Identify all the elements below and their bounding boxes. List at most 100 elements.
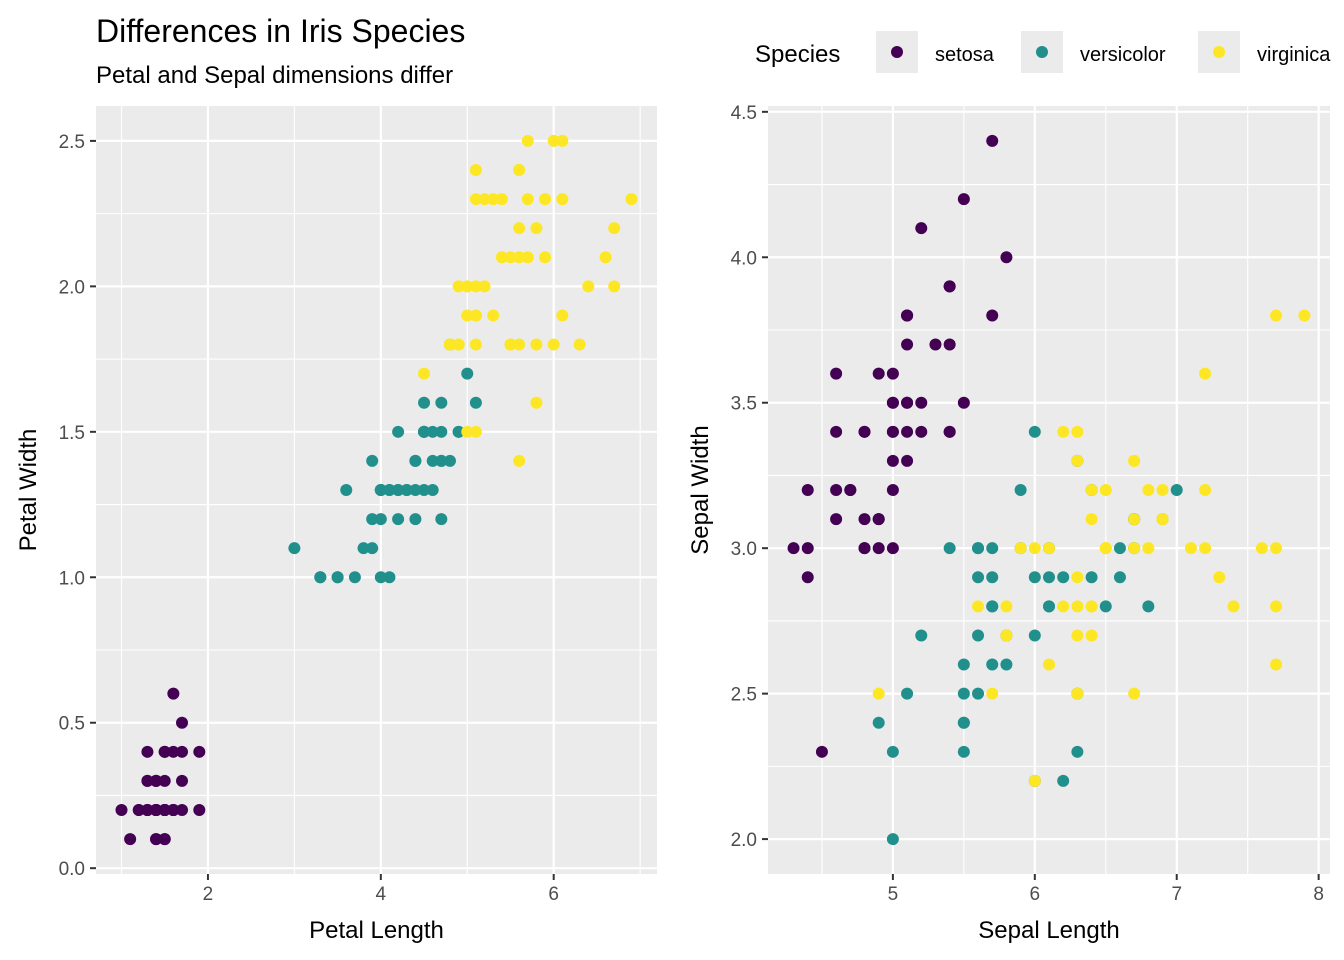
data-point-setosa bbox=[115, 804, 128, 816]
x-axis-title: Petal Length bbox=[309, 917, 444, 944]
data-point-virginica bbox=[1199, 484, 1212, 496]
data-point-setosa bbox=[901, 425, 914, 438]
data-point-versicolor bbox=[435, 513, 448, 526]
series-versicolor bbox=[288, 338, 482, 584]
data-point-versicolor bbox=[957, 658, 970, 671]
data-point-virginica bbox=[469, 164, 482, 176]
data-point-setosa bbox=[929, 338, 942, 351]
data-point-virginica bbox=[1142, 484, 1155, 496]
data-point-setosa bbox=[150, 833, 163, 846]
data-point-virginica bbox=[556, 309, 569, 322]
legend-title: Species bbox=[755, 41, 840, 68]
data-point-setosa bbox=[901, 309, 914, 322]
data-point-setosa bbox=[787, 542, 800, 555]
y-tick-label: 2.0 bbox=[59, 277, 85, 298]
data-point-versicolor bbox=[443, 454, 456, 467]
data-point-virginica bbox=[513, 338, 526, 351]
data-point-virginica bbox=[1028, 542, 1041, 555]
data-point-versicolor bbox=[374, 484, 387, 496]
data-point-virginica bbox=[1057, 425, 1070, 438]
data-point-virginica bbox=[1156, 513, 1169, 526]
legend-label-setosa: setosa bbox=[935, 44, 995, 66]
data-point-setosa bbox=[193, 745, 206, 758]
legend-label-virginica: virginica bbox=[1257, 44, 1331, 66]
data-point-virginica bbox=[461, 280, 474, 293]
y-tick-label: 3.5 bbox=[731, 394, 757, 415]
data-point-setosa bbox=[141, 774, 154, 787]
data-point-setosa bbox=[176, 804, 189, 816]
x-tick-label: 4 bbox=[376, 884, 387, 905]
data-point-virginica bbox=[1071, 687, 1084, 700]
data-point-virginica bbox=[1085, 629, 1098, 642]
data-point-virginica bbox=[1128, 542, 1141, 555]
data-point-virginica bbox=[1213, 571, 1226, 584]
data-point-virginica bbox=[547, 338, 560, 351]
data-point-versicolor bbox=[435, 425, 448, 438]
data-point-versicolor bbox=[1028, 629, 1041, 642]
data-point-versicolor bbox=[1043, 600, 1055, 613]
panel-2: 5 6 7 8 2.0 2.5 3.0 3.5 4.0 4.5 Sepal Length Sepal … bbox=[687, 103, 1330, 944]
data-point-setosa bbox=[915, 425, 928, 438]
x-tick-label: 5 bbox=[888, 884, 899, 905]
data-point-versicolor bbox=[366, 513, 379, 526]
data-point-virginica bbox=[521, 251, 534, 264]
data-point-setosa bbox=[158, 804, 171, 816]
data-point-setosa bbox=[943, 338, 956, 351]
data-point-virginica bbox=[539, 193, 552, 206]
data-point-versicolor bbox=[288, 542, 301, 555]
data-point-virginica bbox=[1255, 542, 1268, 555]
data-point-virginica bbox=[1156, 484, 1169, 496]
data-point-versicolor bbox=[1085, 571, 1098, 584]
data-point-setosa bbox=[158, 833, 171, 846]
data-point-virginica bbox=[513, 222, 526, 235]
data-point-setosa bbox=[858, 513, 871, 526]
data-point-setosa bbox=[872, 367, 885, 380]
data-point-versicolor bbox=[1057, 774, 1070, 787]
data-point-virginica bbox=[521, 193, 534, 206]
data-point-setosa bbox=[141, 745, 154, 758]
data-point-virginica bbox=[478, 193, 491, 206]
data-point-versicolor bbox=[374, 571, 387, 584]
data-point-versicolor bbox=[1000, 658, 1013, 671]
y-tick-label: 1.5 bbox=[59, 423, 85, 444]
data-point-setosa bbox=[858, 542, 871, 555]
data-point-versicolor bbox=[1099, 600, 1112, 613]
data-point-setosa bbox=[1000, 251, 1013, 264]
data-point-setosa bbox=[176, 774, 189, 787]
data-point-virginica bbox=[539, 251, 552, 264]
data-point-setosa bbox=[193, 804, 206, 816]
data-point-setosa bbox=[801, 484, 814, 496]
data-point-virginica bbox=[530, 338, 543, 351]
data-point-versicolor bbox=[886, 833, 899, 846]
data-point-versicolor bbox=[972, 629, 985, 642]
data-point-versicolor bbox=[915, 629, 928, 642]
data-point-virginica bbox=[1099, 542, 1112, 555]
y-axis-title: Petal Width bbox=[15, 429, 42, 552]
data-point-setosa bbox=[901, 396, 914, 409]
data-point-virginica bbox=[1028, 774, 1041, 787]
data-point-versicolor bbox=[374, 513, 387, 526]
data-point-virginica bbox=[487, 309, 500, 322]
legend-label-versicolor: versicolor bbox=[1080, 44, 1166, 66]
data-point-virginica bbox=[469, 193, 482, 206]
series-setosa bbox=[787, 134, 1013, 758]
data-point-setosa bbox=[801, 542, 814, 555]
data-point-virginica bbox=[530, 396, 543, 409]
data-point-setosa bbox=[844, 484, 857, 496]
legend-key-versicolor: versicolor bbox=[1021, 31, 1166, 73]
y-tick-label: 2.5 bbox=[731, 685, 757, 706]
data-point-setosa bbox=[141, 804, 154, 816]
data-point-virginica bbox=[608, 222, 621, 235]
data-point-versicolor bbox=[1142, 600, 1155, 613]
data-point-virginica bbox=[1128, 454, 1141, 467]
data-point-virginica bbox=[1043, 542, 1055, 555]
data-point-versicolor bbox=[957, 687, 970, 700]
y-tick-label: 1.0 bbox=[59, 568, 85, 589]
data-point-virginica bbox=[1071, 629, 1084, 642]
data-point-virginica bbox=[1043, 658, 1055, 671]
data-point-virginica bbox=[495, 193, 508, 206]
data-point-versicolor bbox=[1113, 571, 1126, 584]
data-point-virginica bbox=[461, 309, 474, 322]
